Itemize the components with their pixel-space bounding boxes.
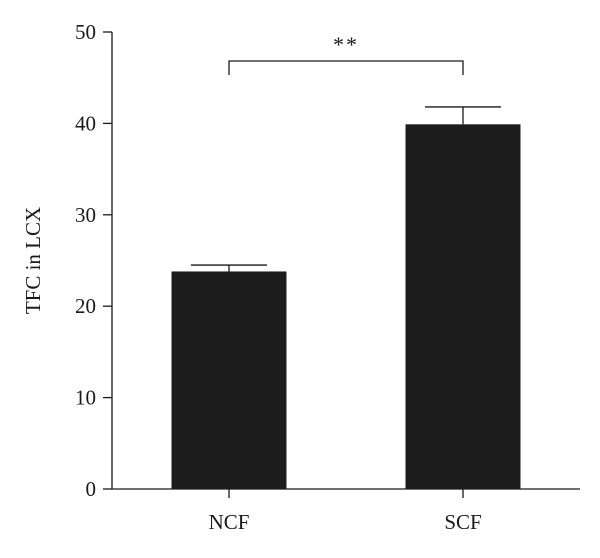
significance-label: **	[333, 32, 359, 57]
y-tick-label: 20	[75, 294, 96, 318]
y-ticks: 0 10 20 30 40 50	[75, 20, 112, 501]
significance-bracket	[228, 60, 464, 75]
y-axis-title: TFC in LCX	[21, 207, 45, 314]
y-tick-label: 10	[75, 386, 96, 410]
significance-annotation: **	[228, 32, 464, 75]
y-tick-label: 50	[75, 20, 96, 44]
bars	[171, 124, 521, 490]
y-tick-label: 30	[75, 203, 96, 227]
bar	[171, 271, 287, 489]
y-tick-label: 40	[75, 111, 96, 135]
x-ticks: NCF SCF	[209, 489, 482, 534]
y-axis: 0 10 20 30 40 50	[75, 20, 113, 501]
x-axis: NCF SCF	[112, 488, 580, 534]
bar	[405, 124, 521, 490]
x-tick-label: SCF	[444, 510, 481, 534]
y-tick-label: 0	[86, 477, 97, 501]
error-bars	[191, 106, 501, 272]
x-tick-label: NCF	[209, 510, 250, 534]
